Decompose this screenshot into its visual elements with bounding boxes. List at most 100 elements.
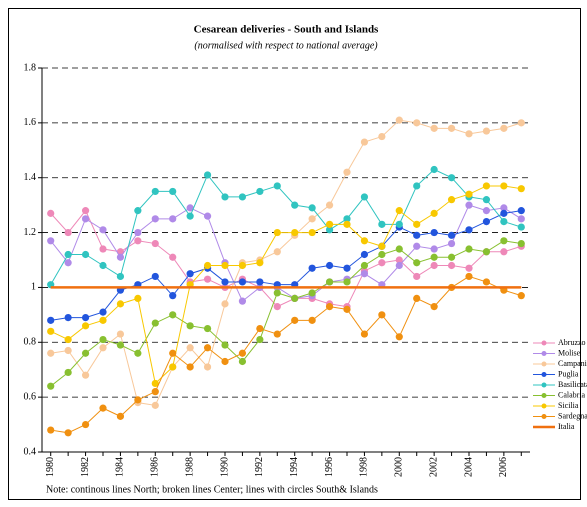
data-point — [413, 242, 421, 250]
data-point — [517, 292, 525, 300]
data-point — [378, 220, 386, 228]
data-point — [343, 305, 351, 313]
data-point — [151, 239, 159, 248]
data-point — [395, 333, 403, 341]
data-point — [500, 124, 508, 132]
data-point — [151, 388, 159, 396]
data-point — [186, 204, 194, 212]
x-tick-label: 1996 — [324, 457, 335, 477]
data-point — [99, 344, 107, 352]
data-point — [500, 209, 508, 217]
data-point — [430, 209, 438, 217]
data-point — [430, 303, 438, 311]
data-point — [99, 316, 107, 324]
data-point — [151, 187, 159, 196]
data-point — [291, 294, 299, 302]
data-point — [169, 253, 177, 261]
data-point — [395, 116, 403, 124]
data-point — [465, 264, 473, 272]
data-point — [273, 248, 281, 256]
data-point — [203, 363, 212, 371]
data-point — [517, 185, 525, 193]
data-point — [116, 300, 125, 308]
data-point — [447, 253, 456, 261]
data-point — [482, 196, 491, 204]
data-point — [99, 245, 107, 253]
data-point — [134, 294, 142, 302]
data-point — [81, 207, 90, 215]
data-point — [116, 272, 125, 281]
data-point — [291, 201, 299, 209]
legend-marker — [541, 361, 547, 367]
data-point — [378, 250, 386, 259]
data-point — [482, 182, 491, 190]
data-point — [447, 239, 456, 248]
data-point — [256, 278, 264, 286]
data-point — [500, 248, 508, 256]
data-point — [430, 165, 438, 174]
data-point — [64, 335, 72, 344]
data-point — [81, 215, 90, 223]
legend-label: Italia — [558, 422, 575, 431]
legend-marker — [541, 372, 547, 377]
data-point — [81, 250, 90, 259]
data-point — [308, 316, 316, 324]
legend-marker — [541, 414, 547, 419]
data-point — [482, 248, 491, 256]
data-point — [482, 127, 491, 135]
x-tick-label: 1992 — [254, 457, 265, 477]
legend-label: Sicilia — [558, 401, 579, 410]
legend-marker — [541, 340, 547, 346]
data-point — [325, 220, 334, 228]
data-point — [273, 289, 281, 297]
data-point — [221, 341, 229, 349]
data-point — [395, 207, 403, 215]
data-point — [99, 261, 107, 270]
series-line — [50, 209, 522, 308]
data-point — [221, 261, 229, 270]
data-point — [238, 261, 247, 270]
data-point — [447, 231, 456, 239]
data-point — [64, 250, 72, 259]
data-point — [47, 209, 55, 217]
data-point — [413, 119, 421, 127]
data-point — [169, 349, 177, 357]
data-point — [413, 182, 421, 190]
data-point — [325, 303, 334, 311]
data-point — [308, 215, 316, 223]
data-point — [482, 218, 491, 226]
data-point — [308, 264, 316, 272]
data-point — [447, 261, 456, 270]
data-point — [64, 314, 72, 322]
data-point — [343, 215, 351, 223]
legend-marker — [541, 351, 547, 356]
data-point — [221, 300, 229, 308]
y-tick-label: 1.6 — [24, 117, 37, 128]
data-point — [430, 245, 438, 253]
legend-label: Basilicata — [558, 380, 587, 389]
data-point — [360, 193, 369, 201]
data-point — [134, 207, 142, 215]
data-point — [447, 174, 456, 182]
data-point — [360, 270, 369, 278]
data-point — [238, 357, 247, 366]
data-point — [413, 272, 421, 281]
data-point — [134, 396, 142, 404]
legend-label: Puglia — [558, 369, 579, 378]
data-point — [99, 308, 107, 316]
x-tick-label: 2006 — [498, 457, 509, 477]
data-point — [169, 187, 177, 196]
data-point — [500, 218, 508, 226]
data-point — [308, 228, 316, 237]
data-point — [308, 204, 316, 212]
data-point — [413, 294, 421, 302]
data-point — [64, 228, 72, 237]
data-point — [134, 228, 142, 237]
data-point — [151, 319, 159, 327]
data-point — [395, 220, 403, 228]
data-point — [413, 220, 421, 228]
series-line — [50, 168, 522, 285]
data-point — [203, 261, 212, 270]
data-point — [151, 401, 159, 409]
